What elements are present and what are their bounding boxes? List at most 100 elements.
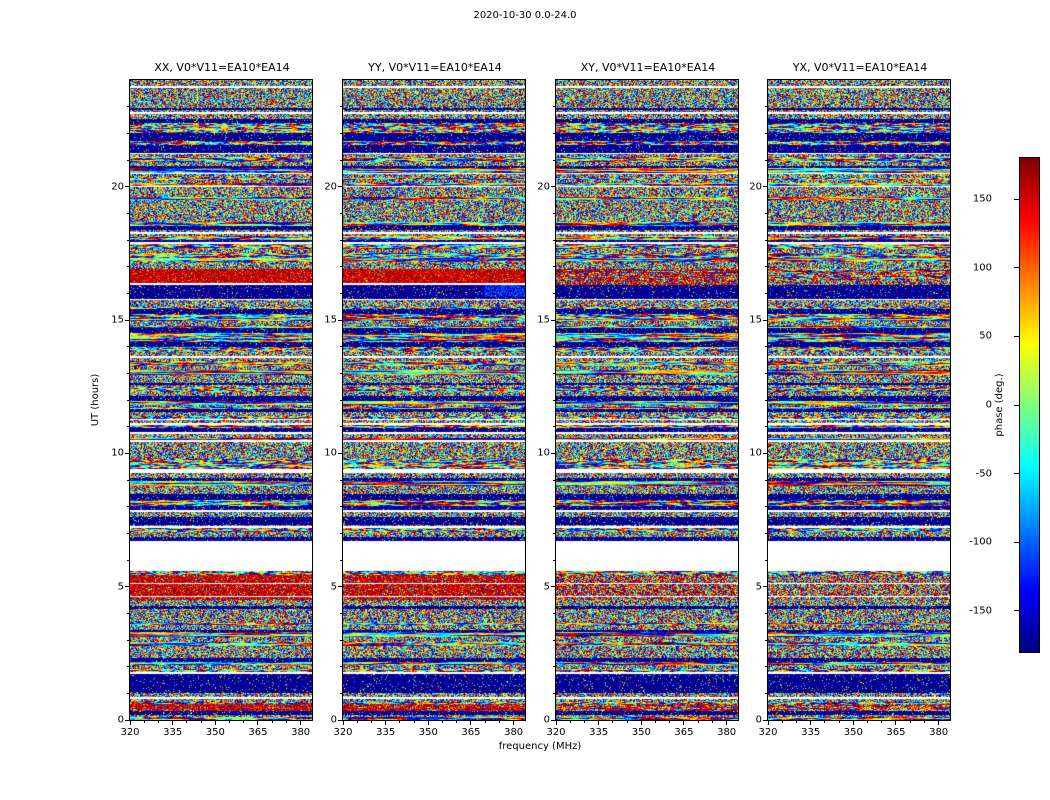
x-tick [598, 721, 600, 725]
y-minor-tick [127, 506, 129, 508]
y-tick-label: 0 [755, 714, 762, 726]
colorbar-tick [1014, 267, 1019, 269]
x-minor-tick [583, 721, 585, 723]
y-tick-label: 10 [749, 447, 762, 459]
y-tick [125, 319, 129, 321]
panel-title-xx: XX, V0*V11=EA10*EA14 [154, 61, 290, 74]
x-tick-label: 380 [504, 727, 524, 738]
figure-title: 2020-10-30 0.0-24.0 [473, 10, 577, 21]
x-tick [895, 721, 897, 725]
panel-title-xy: XY, V0*V11=EA10*EA14 [580, 61, 716, 74]
heatmap-canvas-xy [556, 80, 738, 720]
y-tick-label: 0 [543, 714, 550, 726]
y-minor-tick [553, 266, 555, 268]
y-tick-label: 20 [749, 181, 762, 193]
colorbar-tick-label: 0 [985, 399, 992, 411]
x-minor-tick [229, 721, 231, 723]
y-tick [338, 319, 342, 321]
y-tick-label: 20 [537, 181, 550, 193]
x-tick [342, 721, 344, 725]
x-tick-label: 365 [248, 727, 268, 738]
y-tick [551, 319, 555, 321]
y-minor-tick [340, 479, 342, 481]
x-minor-tick [781, 721, 783, 723]
heatmap-canvas-yy [343, 80, 525, 720]
y-minor-tick [340, 292, 342, 294]
y-minor-tick [340, 346, 342, 348]
y-minor-tick [765, 426, 767, 428]
y-minor-tick [553, 106, 555, 108]
x-tick-label: 350 [205, 727, 225, 738]
x-minor-tick [711, 721, 713, 723]
y-tick-label: 20 [324, 181, 337, 193]
y-minor-tick [765, 132, 767, 134]
x-tick [938, 721, 940, 725]
x-tick [427, 721, 429, 725]
y-tick [338, 586, 342, 588]
x-tick [640, 721, 642, 725]
x-tick-label: 380 [291, 727, 311, 738]
x-tick [683, 721, 685, 725]
y-tick [338, 719, 342, 721]
y-minor-tick [553, 692, 555, 694]
x-minor-tick [626, 721, 628, 723]
y-tick [125, 586, 129, 588]
x-tick-label: 350 [418, 727, 438, 738]
y-minor-tick [553, 239, 555, 241]
x-minor-tick [413, 721, 415, 723]
colorbar-tick-label: -150 [969, 605, 992, 617]
x-minor-tick [143, 721, 145, 723]
y-minor-tick [553, 346, 555, 348]
x-axis-label: frequency (MHz) [498, 741, 582, 752]
y-minor-tick [765, 532, 767, 534]
y-minor-tick [127, 479, 129, 481]
x-minor-tick [923, 721, 925, 723]
colorbar-tick-label: 100 [972, 262, 992, 274]
x-tick-label: 320 [546, 727, 566, 738]
x-tick-label: 335 [801, 727, 821, 738]
heatmap-canvas-xx [130, 80, 312, 720]
colorbar-tick-label: 150 [972, 193, 992, 205]
y-minor-tick [127, 639, 129, 641]
y-tick-label: 15 [324, 314, 337, 326]
x-tick-label: 335 [589, 727, 609, 738]
y-tick-label: 0 [330, 714, 337, 726]
heatmap-panel-yx: YX, V0*V11=EA10*EA14 [767, 61, 951, 721]
y-minor-tick [340, 106, 342, 108]
y-minor-tick [765, 666, 767, 668]
y-minor-tick [340, 159, 342, 161]
y-minor-tick [127, 106, 129, 108]
y-tick-label: 5 [330, 581, 337, 593]
x-tick [555, 721, 557, 725]
y-tick-label: 15 [537, 314, 550, 326]
x-tick [385, 721, 387, 725]
x-tick-label: 380 [929, 727, 949, 738]
y-tick [763, 452, 767, 454]
colorbar-tick-label: -100 [969, 536, 992, 548]
y-minor-tick [765, 479, 767, 481]
colorbar-tick [1014, 198, 1019, 200]
colorbar-tick [1014, 610, 1019, 612]
y-minor-tick [127, 372, 129, 374]
heatmap-panel-xy: XY, V0*V11=EA10*EA14 [555, 61, 739, 721]
x-minor-tick [370, 721, 372, 723]
y-minor-tick [127, 239, 129, 241]
y-tick [125, 452, 129, 454]
y-tick [551, 186, 555, 188]
x-tick [726, 721, 728, 725]
y-minor-tick [340, 639, 342, 641]
colorbar [1019, 157, 1040, 653]
y-minor-tick [765, 266, 767, 268]
y-minor-tick [340, 506, 342, 508]
y-minor-tick [553, 666, 555, 668]
x-tick-label: 320 [758, 727, 778, 738]
y-tick [763, 186, 767, 188]
panel-title-yx: YX, V0*V11=EA10*EA14 [792, 61, 928, 74]
x-minor-tick [157, 721, 159, 723]
y-minor-tick [340, 692, 342, 694]
y-minor-tick [553, 506, 555, 508]
x-tick [214, 721, 216, 725]
y-minor-tick [765, 239, 767, 241]
y-minor-tick [765, 506, 767, 508]
x-tick-label: 380 [717, 727, 737, 738]
